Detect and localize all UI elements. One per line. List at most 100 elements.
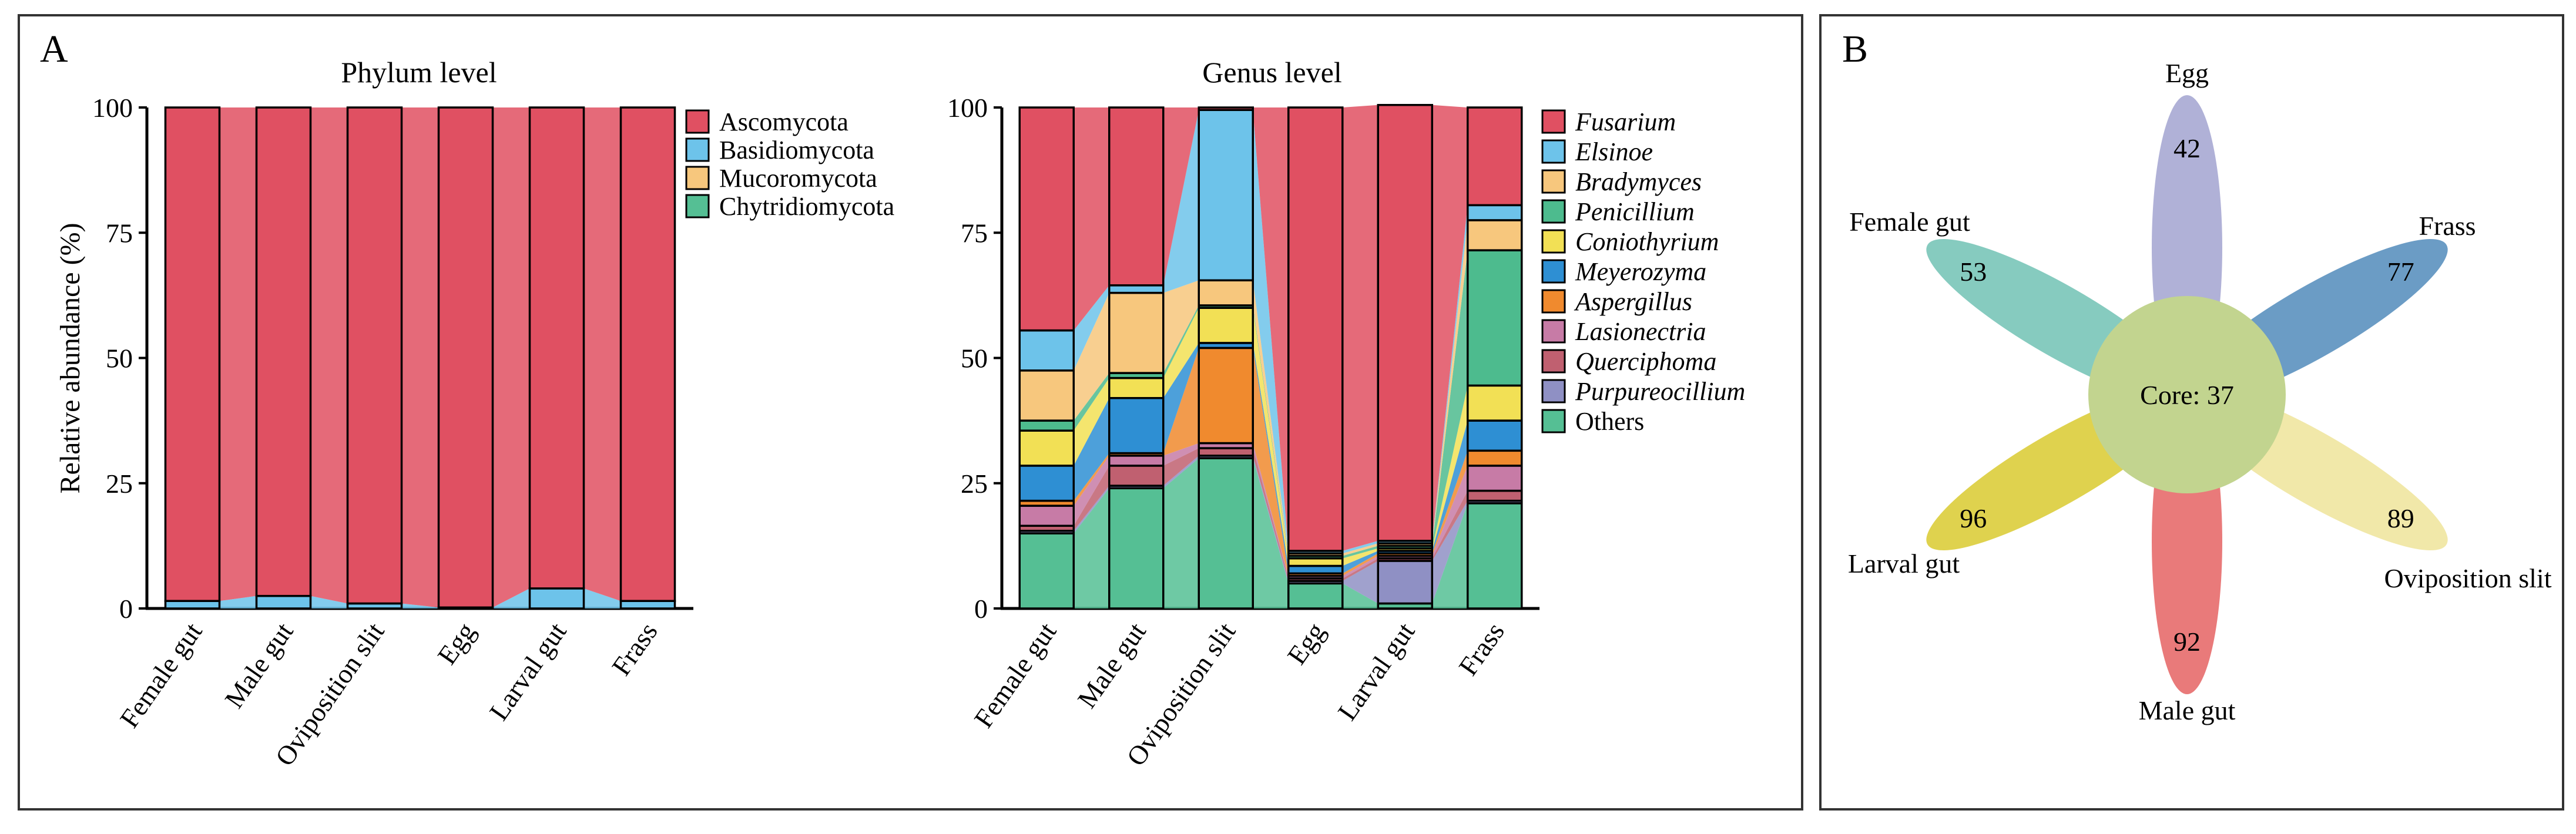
- panel-b-label: B: [1842, 28, 1868, 70]
- flow-band: [492, 107, 530, 608]
- bar-segment: [1108, 291, 1165, 374]
- bar-segment: [1018, 505, 1075, 527]
- genus-chart-title: Genus level: [1202, 56, 1341, 89]
- bar-segment: [164, 106, 221, 602]
- flow-band: [1342, 556, 1378, 579]
- legend-entry: Elsinoe: [1575, 137, 1653, 166]
- flow-band: [1432, 503, 1468, 608]
- legend-entry: Aspergillus: [1574, 287, 1692, 316]
- legend-entry: Basidiomycota: [719, 136, 874, 164]
- bar-segment: [1108, 284, 1165, 294]
- petal-count: 42: [2174, 133, 2201, 163]
- legend-swatch: [1541, 139, 1566, 164]
- legend-entry: Mucoromycota: [719, 164, 877, 193]
- y-tick-label: 0: [119, 594, 133, 624]
- flow-band: [1074, 378, 1109, 466]
- phylum-legend: AscomycotaBasidiomycotaMucoromycotaChytr…: [685, 107, 894, 221]
- petal-count: 89: [2387, 503, 2414, 533]
- bar-segment: [1018, 465, 1075, 502]
- flow-band: [1074, 488, 1109, 608]
- legend-entry: Fusarium: [1575, 107, 1676, 136]
- bar-segment: [1287, 557, 1344, 567]
- bar-segment: [1198, 307, 1254, 344]
- bar-segment: [255, 594, 312, 610]
- legend-swatch: [1541, 349, 1566, 374]
- flow-band: [1432, 105, 1468, 541]
- flow-band: [1163, 107, 1199, 285]
- x-tick-label: Female gut: [968, 617, 1062, 733]
- flow-band: [1432, 220, 1468, 546]
- x-tick-label: Female gut: [114, 617, 208, 733]
- bar-segment: [1198, 457, 1254, 610]
- flow-band: [1163, 305, 1199, 378]
- flow-band: [1342, 550, 1378, 574]
- legend-entry: Penicillium: [1575, 197, 1695, 226]
- flow-band: [1432, 490, 1468, 561]
- legend-swatch: [685, 137, 710, 162]
- x-tick-label: Frass: [606, 617, 663, 681]
- flow-band: [1253, 448, 1289, 581]
- flow-band: [1074, 486, 1109, 534]
- flow-band: [1432, 465, 1468, 559]
- bar-segment: [1018, 329, 1075, 372]
- legend-swatch: [1541, 109, 1566, 134]
- bar-segment: [1108, 465, 1165, 487]
- flow-band: [1432, 205, 1468, 544]
- bar-segment: [1018, 106, 1075, 332]
- flow-band: [1163, 342, 1199, 453]
- flow-band: [1163, 110, 1199, 293]
- bar-segment: [1018, 369, 1075, 422]
- flow-band: [1074, 453, 1109, 506]
- genus-bars: [1018, 103, 1523, 610]
- y-tick-label: 100: [92, 93, 133, 123]
- bar-segment: [1108, 106, 1165, 287]
- panel-b-frame: [1819, 14, 2564, 811]
- bar-segment: [1467, 204, 1523, 221]
- flow-band: [1163, 448, 1199, 486]
- y-tick-label: 100: [947, 93, 988, 123]
- genus-chart: Genus level 0 25 50 75 100 Female gut Male gu…: [947, 56, 1745, 771]
- y-tick-label: 75: [106, 218, 133, 248]
- flow-band: [1342, 558, 1378, 581]
- phylum-flows: [219, 107, 621, 608]
- bar-segment: [619, 106, 676, 602]
- bar-segment: [1198, 447, 1254, 457]
- genus-y-ticks: 0 25 50 75 100: [947, 93, 1539, 624]
- flow-band: [1253, 107, 1289, 551]
- x-tick-label: Male gut: [219, 617, 298, 713]
- genus-flows: [1074, 105, 1468, 608]
- flow-band: [1432, 450, 1468, 556]
- bar-segment: [255, 106, 312, 597]
- bar-segment: [1198, 109, 1254, 282]
- bar-segment: [1287, 564, 1344, 575]
- bar-segment: [1108, 487, 1165, 610]
- flow-band: [310, 107, 348, 604]
- legend-entry: Ascomycota: [719, 107, 848, 136]
- flow-band: [219, 107, 257, 601]
- bar-segment: [1287, 106, 1344, 552]
- bar-segment: [1467, 419, 1523, 452]
- flow-band: [1342, 540, 1378, 554]
- x-tick-label: Egg: [1282, 617, 1331, 670]
- bar-segment: [437, 106, 494, 609]
- flow-band: [1253, 443, 1289, 579]
- flow-band: [1342, 548, 1378, 566]
- flow-band: [1342, 553, 1378, 576]
- y-tick-label: 0: [974, 594, 988, 624]
- flow-band: [1074, 373, 1109, 431]
- flow-band: [583, 107, 621, 601]
- legend-swatch: [1541, 319, 1566, 344]
- flow-band: [492, 588, 530, 608]
- flow-band: [1074, 465, 1109, 531]
- flow-band: [1074, 285, 1109, 371]
- flow-band: [1253, 305, 1289, 559]
- legend-swatch: [685, 166, 710, 190]
- legend-entry: Lasionectria: [1575, 317, 1706, 346]
- flow-band: [1253, 280, 1289, 556]
- legend-entry: Querciphoma: [1575, 347, 1716, 376]
- x-tick-label: Egg: [431, 617, 481, 670]
- y-tick-label: 75: [961, 218, 988, 248]
- bar-segment: [1198, 106, 1254, 112]
